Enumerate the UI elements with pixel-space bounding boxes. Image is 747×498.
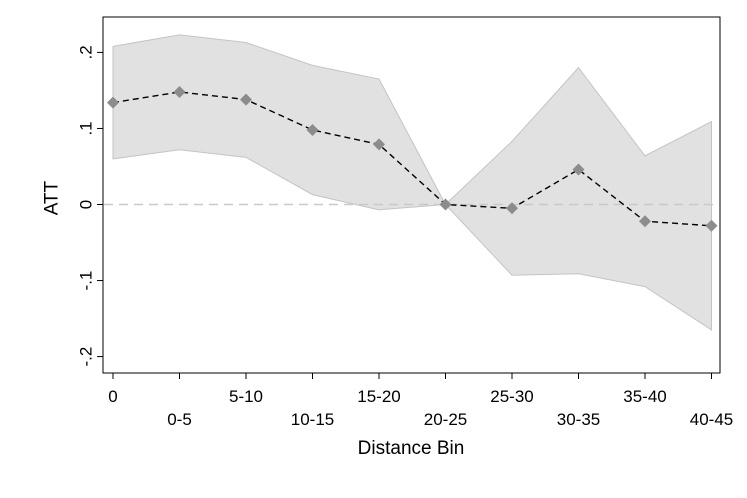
x-tick-label: 25-30 <box>490 387 533 406</box>
data-point-marker <box>572 163 585 176</box>
y-tick-label: .1 <box>77 121 96 135</box>
x-tick-label: 5-10 <box>229 387 263 406</box>
data-point-marker <box>639 215 651 228</box>
x-tick-label: 40-45 <box>690 410 733 429</box>
data-point-marker <box>306 123 319 136</box>
x-tick-label: 35-40 <box>623 387 666 406</box>
data-point-marker <box>107 96 119 109</box>
y-axis-title: ATT <box>42 180 63 215</box>
y-tick-label: -.2 <box>77 347 96 367</box>
y-tick-label: -.1 <box>77 271 96 291</box>
y-axis: -.2 -.1 0 .1 .2 <box>77 17 104 373</box>
x-tick-label: 15-20 <box>357 387 400 406</box>
data-point-marker <box>373 138 385 151</box>
x-tick-label: 30-35 <box>557 410 600 429</box>
data-point-marker <box>705 219 718 232</box>
x-tick-label: 0 <box>108 387 117 406</box>
x-tick-label: 20-25 <box>424 410 467 429</box>
x-axis-title: Distance Bin <box>358 438 465 459</box>
att-series-line <box>112 91 712 227</box>
data-point-marker <box>240 93 252 106</box>
data-point-marker <box>173 85 186 98</box>
x-tick-label: 0-5 <box>167 410 192 429</box>
x-tick-label: 10-15 <box>291 410 334 429</box>
att-markers <box>107 85 718 232</box>
y-tick-label: .2 <box>77 45 96 59</box>
data-point-marker <box>506 202 518 215</box>
x-axis: 0 0-5 5-10 10-15 15-20 20-25 25-30 30-35 35-40 40… <box>108 373 733 429</box>
y-tick-label: 0 <box>77 200 96 209</box>
data-point-marker <box>439 198 452 211</box>
confidence-band <box>112 34 712 331</box>
